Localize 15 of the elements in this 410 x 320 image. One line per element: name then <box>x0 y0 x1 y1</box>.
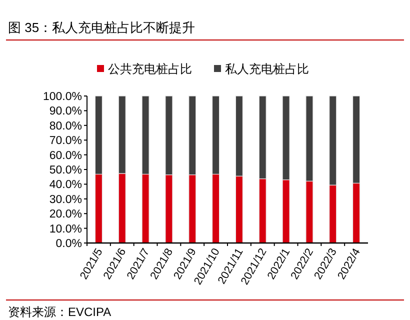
y-tick-label: 50.0% <box>49 164 82 176</box>
chart-title: 图 35：私人充电桩占比不断提升 <box>8 20 196 35</box>
y-tick-label: 70.0% <box>49 135 82 148</box>
legend-label: 公共充电桩占比 <box>108 62 192 76</box>
y-tick-label: 30.0% <box>49 194 82 206</box>
y-tick-label: 100.0% <box>42 91 82 103</box>
y-tick-label: 10.0% <box>49 223 82 236</box>
y-tick-label: 0.0% <box>56 238 82 250</box>
y-tick-label: 60.0% <box>49 150 82 162</box>
legend-label: 私人充电桩占比 <box>225 62 309 76</box>
y-tick-label: 80.0% <box>49 120 82 132</box>
text: 资料来源：EVCIPA <box>8 305 112 319</box>
y-tick-label: 90.0% <box>49 106 82 118</box>
y-tick-label: 40.0% <box>49 179 82 192</box>
y-tick-label: 20.0% <box>49 208 82 221</box>
